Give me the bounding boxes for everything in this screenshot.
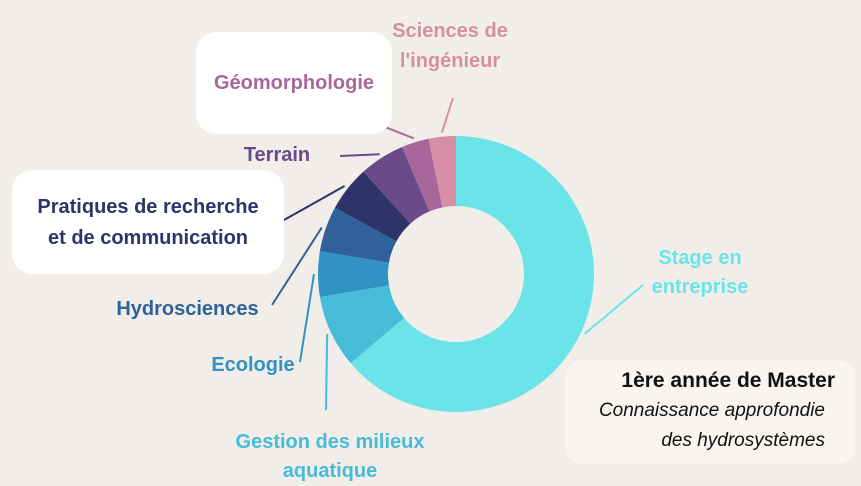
caption-title: 1ère année de Master xyxy=(621,369,835,392)
slice-hydrosciences xyxy=(319,207,397,263)
slice-label-stage: Stage en entreprise xyxy=(651,247,749,298)
leader-line-ecologie xyxy=(299,273,315,363)
slice-ecologie xyxy=(318,251,389,297)
caption-box: 1ère année de Master Connaissance approf… xyxy=(565,360,855,464)
donut-slices xyxy=(318,136,594,412)
label-box-pratiques xyxy=(12,170,284,274)
slice-label-geomorphologie: Géomorphologie xyxy=(214,72,374,94)
leader-line-sciences xyxy=(440,97,454,134)
slice-sciences xyxy=(428,136,456,208)
slice-label-terrain: Terrain xyxy=(243,144,311,166)
leader-line-hydrosciences xyxy=(271,226,323,306)
leader-line-gestion xyxy=(325,333,329,411)
slice-pratiques xyxy=(334,171,411,242)
slice-gestion xyxy=(319,285,405,364)
leader-line-pratiques xyxy=(283,185,346,221)
label-box-geomorphologie xyxy=(196,32,392,134)
slice-geomorphologie xyxy=(402,138,443,212)
slice-label-ecologie: Ecologie xyxy=(211,354,295,376)
slice-label-pratiques: Pratiques de recherche et de communicati… xyxy=(37,196,259,249)
leader-line-stage xyxy=(584,284,644,335)
caption-subtitle: Connaissance approfondie des hydrosystèm… xyxy=(598,400,825,451)
slice-stage xyxy=(350,136,594,412)
leader-line-terrain xyxy=(339,153,380,157)
slice-label-gestion: Gestion des milieux aquatique xyxy=(235,431,425,482)
slice-label-sciences: Sciences de l'ingénieur xyxy=(392,20,508,72)
slice-label-hydrosciences: Hydrosciences xyxy=(116,298,259,320)
slice-terrain xyxy=(363,146,430,224)
